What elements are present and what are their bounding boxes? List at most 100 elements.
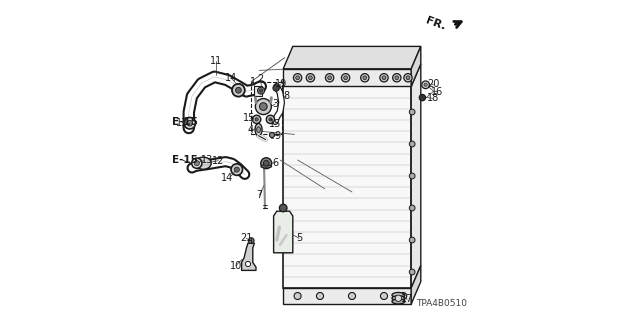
Circle shape <box>393 74 401 82</box>
Text: 13: 13 <box>176 117 189 128</box>
Text: 20: 20 <box>428 79 440 90</box>
Text: 1: 1 <box>250 76 256 87</box>
Ellipse shape <box>392 292 404 298</box>
Ellipse shape <box>257 127 260 132</box>
Polygon shape <box>283 46 421 69</box>
Circle shape <box>260 103 268 110</box>
Circle shape <box>236 87 241 93</box>
Circle shape <box>260 89 263 92</box>
Text: 5: 5 <box>296 233 302 244</box>
Circle shape <box>266 115 275 124</box>
Circle shape <box>326 74 334 82</box>
Text: 9: 9 <box>275 131 281 141</box>
Text: 10: 10 <box>230 260 242 271</box>
Circle shape <box>308 76 312 80</box>
Circle shape <box>410 205 415 211</box>
Ellipse shape <box>255 124 262 136</box>
Polygon shape <box>283 288 412 304</box>
Text: 21: 21 <box>240 233 253 244</box>
Circle shape <box>255 99 271 115</box>
Circle shape <box>419 94 426 101</box>
Circle shape <box>424 83 428 86</box>
Text: 11: 11 <box>210 56 222 66</box>
Circle shape <box>261 158 272 169</box>
Text: 18: 18 <box>426 93 439 103</box>
Polygon shape <box>274 211 292 253</box>
Polygon shape <box>283 69 412 86</box>
Circle shape <box>382 76 386 80</box>
Circle shape <box>294 292 301 300</box>
Text: 6: 6 <box>273 157 278 168</box>
Text: 8: 8 <box>284 91 289 101</box>
Circle shape <box>273 85 279 91</box>
Circle shape <box>422 81 429 89</box>
Ellipse shape <box>261 165 272 168</box>
Text: 3: 3 <box>272 99 278 109</box>
Circle shape <box>192 158 202 168</box>
Circle shape <box>248 238 254 244</box>
Text: E-15: E-15 <box>172 117 198 127</box>
Circle shape <box>269 132 275 138</box>
Circle shape <box>344 76 348 80</box>
Circle shape <box>399 292 407 300</box>
Circle shape <box>380 74 388 82</box>
Circle shape <box>328 76 332 80</box>
Circle shape <box>410 237 415 243</box>
Circle shape <box>404 74 412 82</box>
Circle shape <box>269 118 272 121</box>
Polygon shape <box>412 46 421 86</box>
Circle shape <box>410 109 415 115</box>
Polygon shape <box>283 86 412 288</box>
Circle shape <box>280 204 287 212</box>
Circle shape <box>342 74 350 82</box>
Circle shape <box>363 76 367 80</box>
Polygon shape <box>242 243 256 270</box>
Text: 15: 15 <box>243 113 256 124</box>
Text: 14: 14 <box>221 173 233 183</box>
Circle shape <box>317 292 323 300</box>
Text: E-15: E-15 <box>172 155 198 165</box>
Circle shape <box>410 269 415 275</box>
Circle shape <box>306 74 315 82</box>
Circle shape <box>258 87 265 94</box>
Circle shape <box>361 74 369 82</box>
Circle shape <box>410 141 415 147</box>
Text: 2: 2 <box>257 74 263 84</box>
Text: 19: 19 <box>275 79 287 90</box>
Circle shape <box>184 117 196 129</box>
Circle shape <box>293 74 302 82</box>
Text: FR.: FR. <box>425 16 447 32</box>
Circle shape <box>187 120 193 126</box>
Circle shape <box>380 292 388 300</box>
Circle shape <box>296 76 300 80</box>
Circle shape <box>232 84 245 97</box>
Circle shape <box>410 173 415 179</box>
Text: 4: 4 <box>248 125 253 135</box>
Text: 17: 17 <box>401 294 413 304</box>
Circle shape <box>252 115 261 124</box>
Circle shape <box>195 161 200 166</box>
Text: 13: 13 <box>201 155 214 165</box>
Text: 7: 7 <box>256 190 262 200</box>
Circle shape <box>255 118 259 121</box>
Text: 14: 14 <box>225 73 237 84</box>
Polygon shape <box>412 64 421 288</box>
Circle shape <box>406 76 410 80</box>
Circle shape <box>396 295 402 301</box>
Circle shape <box>264 160 269 166</box>
Circle shape <box>246 261 251 267</box>
Ellipse shape <box>392 296 404 301</box>
Circle shape <box>349 292 356 300</box>
Text: 12: 12 <box>212 156 225 166</box>
Text: 16: 16 <box>431 86 444 97</box>
Circle shape <box>395 76 399 80</box>
Ellipse shape <box>392 299 404 304</box>
Ellipse shape <box>195 157 211 169</box>
Bar <box>251 82 282 134</box>
Text: 15: 15 <box>269 118 282 129</box>
Bar <box>253 86 262 96</box>
Polygon shape <box>412 266 421 304</box>
Circle shape <box>234 167 239 172</box>
Text: TPA4B0510: TPA4B0510 <box>416 300 467 308</box>
Circle shape <box>231 164 243 175</box>
